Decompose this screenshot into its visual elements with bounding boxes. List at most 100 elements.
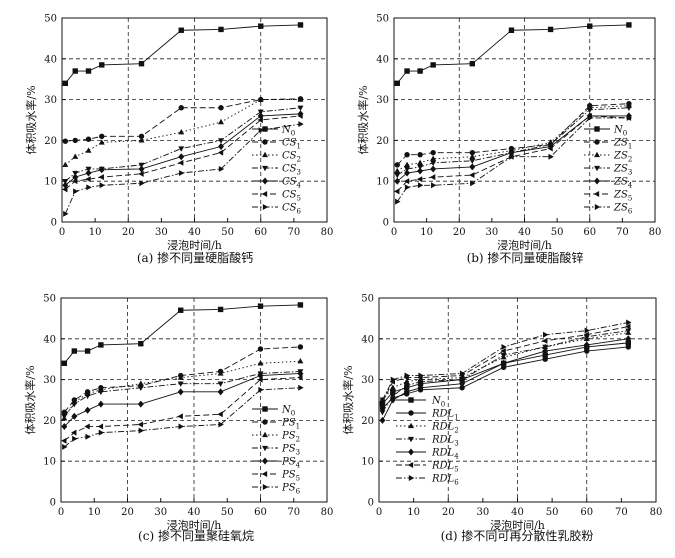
x-tick-label: 80 [650, 507, 663, 518]
data-point [85, 176, 91, 183]
series-n0 [61, 302, 304, 366]
data-point [404, 166, 411, 173]
gridlines [61, 298, 327, 502]
data-point [137, 380, 144, 386]
legend-item: ZS6 [584, 203, 633, 216]
x-tick-label: 10 [88, 507, 101, 518]
legend-label: ZS4 [613, 177, 633, 190]
x-tick-label: 40 [511, 507, 524, 518]
data-point [583, 341, 590, 349]
data-point [418, 372, 424, 379]
data-point [218, 26, 224, 33]
data-point [500, 352, 507, 359]
legend-label: CS6 [282, 203, 302, 216]
data-point [257, 109, 264, 116]
legend-item: ZS5 [584, 190, 632, 203]
data-point [97, 423, 104, 430]
legend-item: PS3 [252, 444, 300, 457]
data-point [501, 343, 507, 350]
y-tick-label: 40 [376, 54, 389, 65]
panel-caption: (d) 掺不同可再分散性乳胶粉 [441, 528, 594, 543]
data-point [430, 155, 437, 161]
data-point [298, 384, 304, 391]
legend-label: ZS6 [613, 203, 633, 216]
legend-item: N0 [584, 125, 627, 138]
panel-caption: (c) 掺不同量聚硅氧烷 [138, 528, 254, 543]
legend-marker [262, 406, 268, 412]
y-tick-label: 50 [361, 294, 374, 305]
data-point [500, 359, 507, 367]
data-point [542, 352, 548, 358]
x-tick-label: 30 [155, 227, 168, 238]
y-tick-label: 50 [376, 14, 389, 25]
legend-item: CS3 [252, 164, 301, 177]
data-point [394, 162, 400, 168]
x-tick-label: 20 [122, 227, 135, 238]
series-line [64, 24, 301, 84]
x-tick-label: 30 [486, 227, 499, 238]
series-cs6 [63, 121, 304, 217]
y-tick-label: 20 [43, 416, 56, 427]
data-point [61, 409, 68, 415]
x-tick-label: 0 [391, 227, 397, 238]
legend-item: ZS2 [584, 151, 632, 164]
data-point [99, 62, 105, 68]
data-point [625, 323, 631, 330]
data-point [584, 348, 590, 354]
data-point [98, 139, 105, 145]
legend-marker [408, 410, 414, 416]
data-point [500, 364, 507, 371]
data-point [587, 114, 593, 121]
data-point [86, 184, 92, 191]
series-rdl6 [380, 319, 632, 403]
data-point [137, 385, 144, 391]
legend-marker [594, 177, 600, 185]
data-point [138, 133, 145, 140]
legend-marker [593, 191, 600, 197]
data-point [500, 348, 506, 355]
series-zs2 [394, 102, 632, 174]
series-cs2 [62, 96, 304, 168]
data-point [72, 170, 79, 177]
legend-label: ZS1 [613, 138, 632, 151]
series-n0 [394, 22, 632, 86]
y-tick-label: 0 [368, 498, 374, 509]
data-point [178, 307, 184, 313]
data-point [542, 344, 549, 351]
x-tick-label: 40 [518, 227, 531, 238]
data-point [583, 331, 589, 338]
data-point [257, 303, 264, 309]
legend-item: RDL1 [396, 409, 459, 422]
data-point [417, 182, 424, 189]
legend-label: N0 [431, 396, 445, 409]
legend-item: PS1 [252, 418, 300, 431]
data-point [389, 384, 396, 390]
data-point [403, 388, 410, 396]
legend-marker [261, 191, 268, 197]
data-point [403, 383, 410, 389]
data-point [297, 374, 303, 381]
data-point [297, 369, 304, 377]
legend-marker [262, 419, 268, 425]
series-line [382, 332, 629, 401]
data-point [98, 174, 104, 181]
data-point [85, 166, 92, 173]
data-point [429, 174, 436, 181]
data-point [297, 112, 303, 119]
series-line [396, 115, 629, 192]
data-point [72, 178, 78, 185]
legend-marker [594, 165, 600, 172]
legend-item: CS1 [252, 138, 301, 151]
data-point [469, 153, 476, 159]
x-tick-label: 60 [254, 507, 267, 518]
data-point [469, 163, 476, 171]
data-point [404, 151, 410, 158]
data-point [430, 182, 437, 189]
data-point [178, 159, 184, 166]
legend-label: CS4 [282, 177, 302, 190]
data-point [625, 344, 631, 350]
panel-caption: (a) 掺不同量硬脂酸钙 [137, 250, 253, 265]
data-point [394, 177, 401, 185]
x-tick-label: 0 [58, 507, 64, 518]
data-point [430, 149, 436, 156]
